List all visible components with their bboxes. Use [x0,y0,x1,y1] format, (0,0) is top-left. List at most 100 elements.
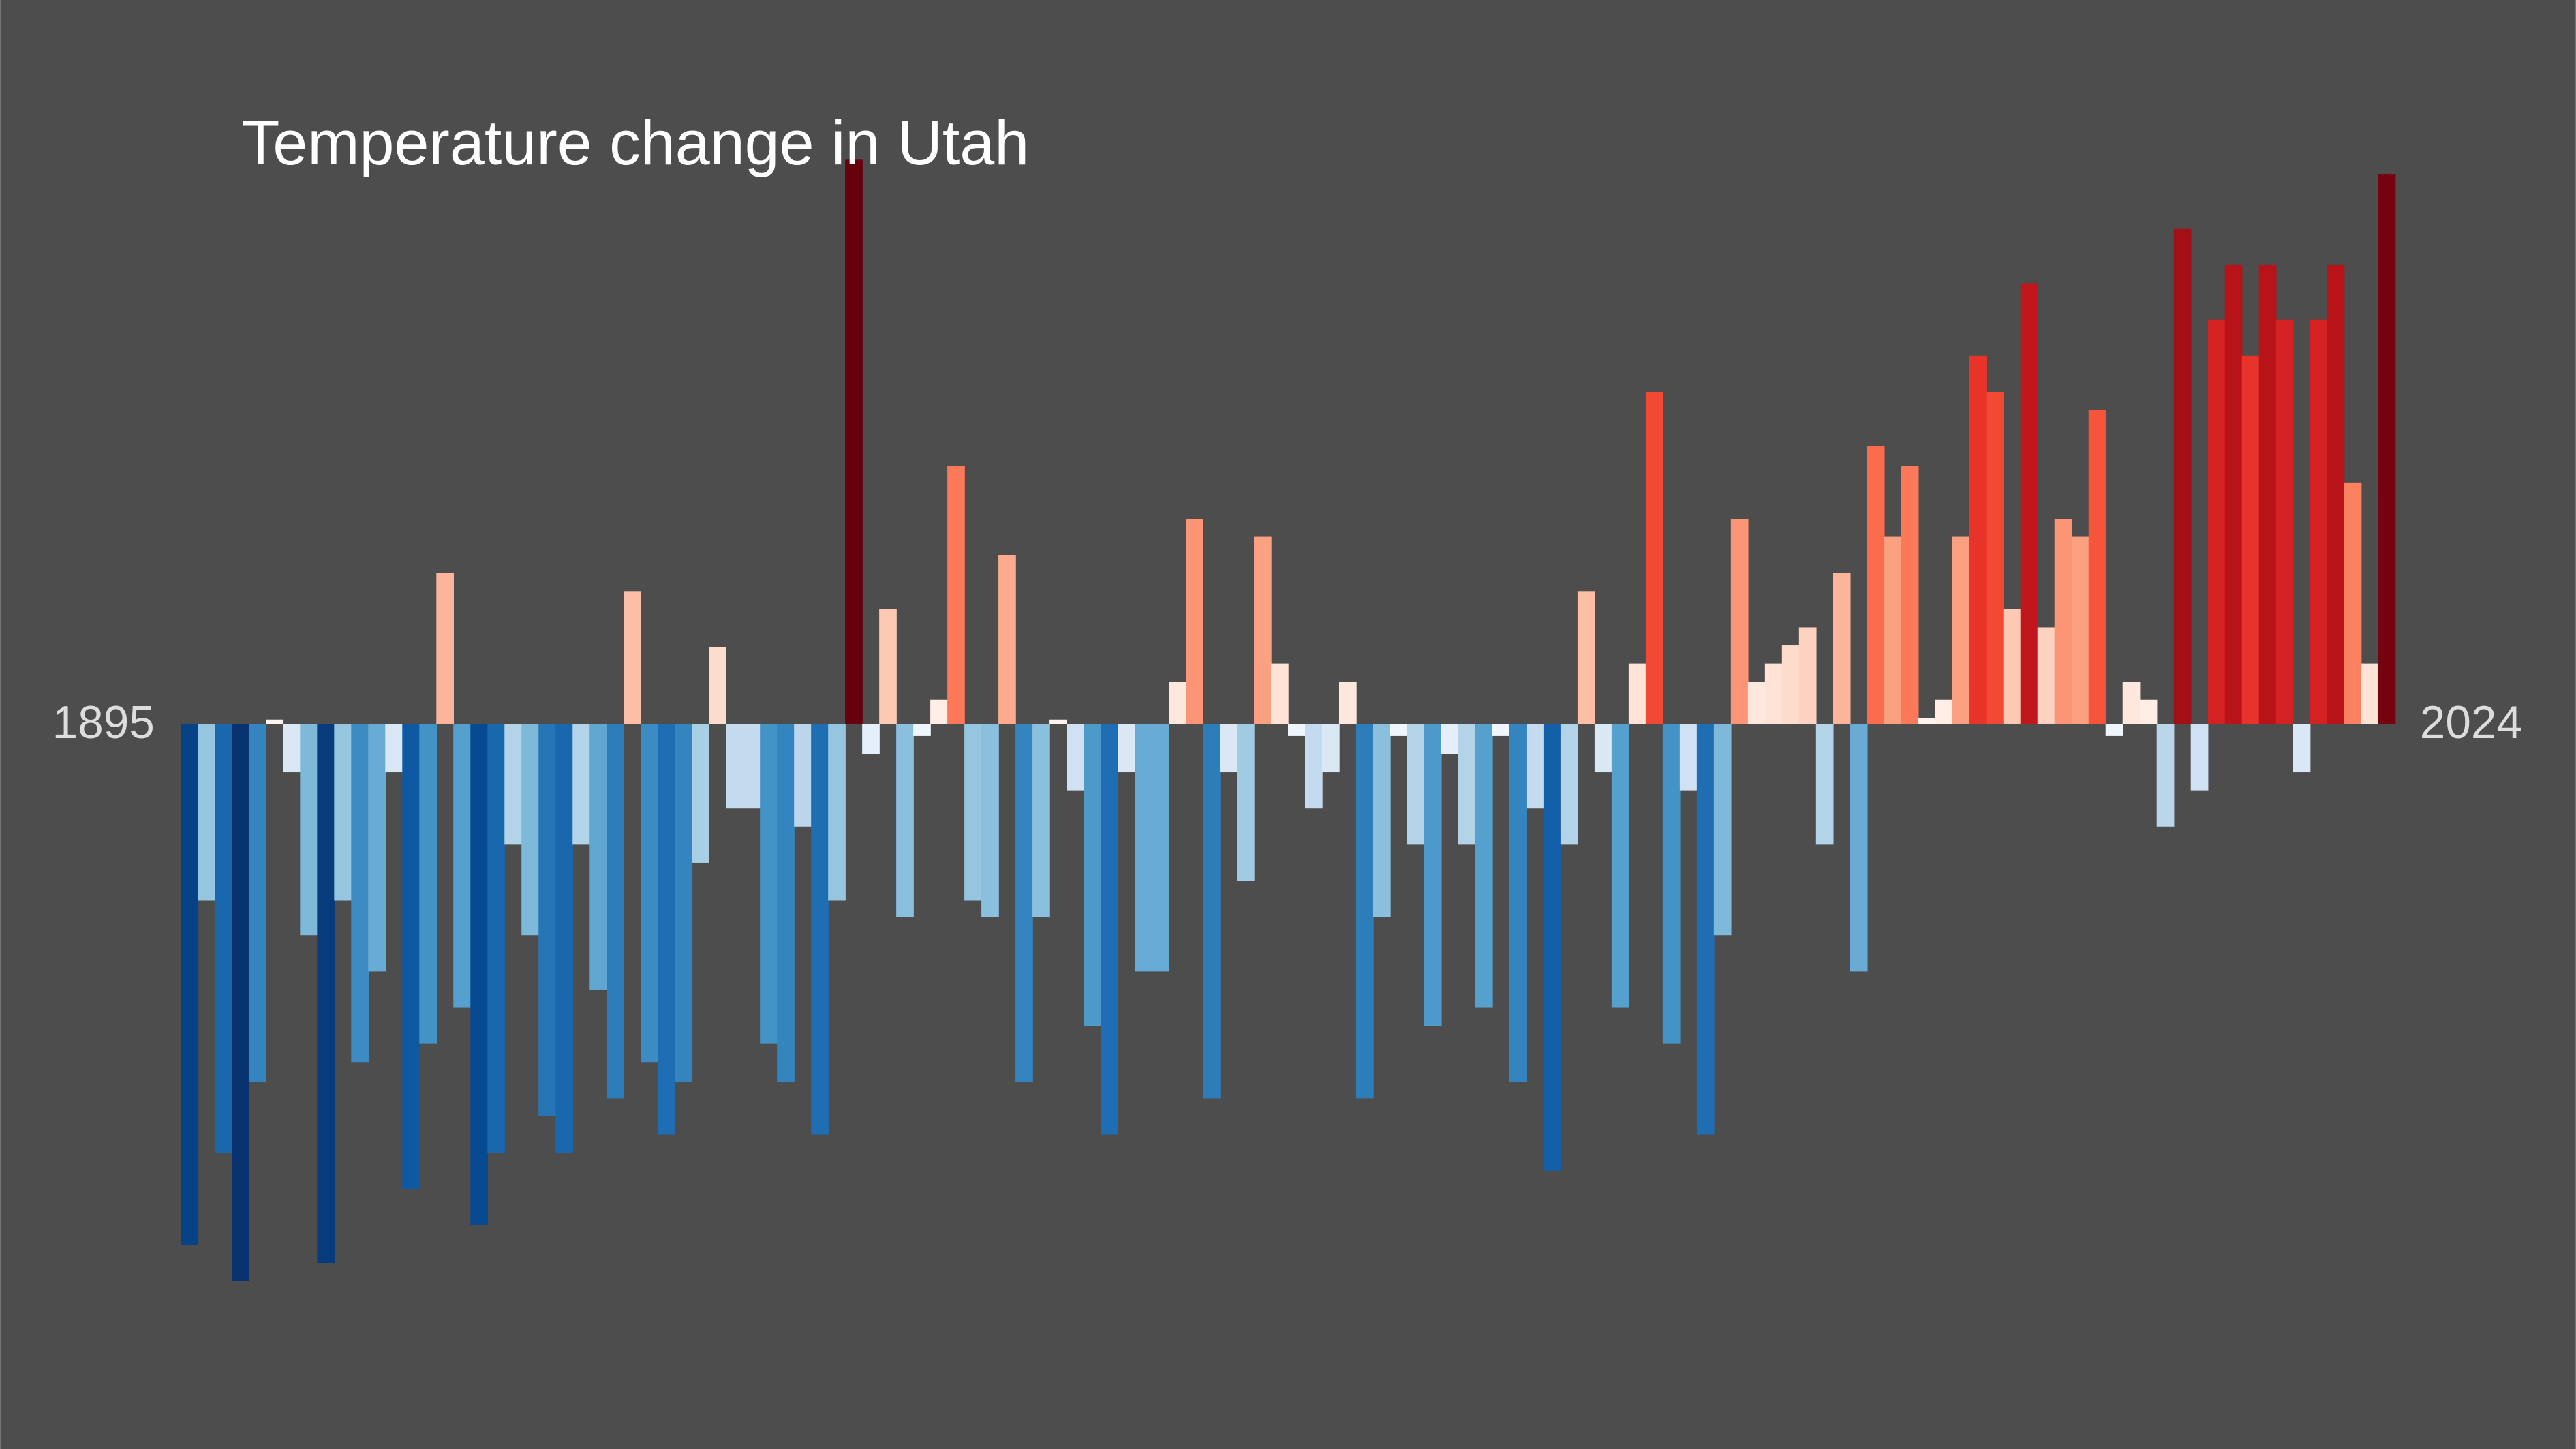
bar [1049,719,1067,724]
bar [1696,724,1715,1135]
bar [1815,724,1834,845]
bar [2122,682,2141,724]
bar [743,724,761,809]
bar [2020,283,2038,724]
bar [334,724,352,901]
bar [215,724,233,1153]
bar [1577,591,1595,724]
bar [2105,724,2123,736]
bar [1781,645,1800,724]
bar [2139,699,2158,724]
bar [1458,724,1476,845]
bar [1338,682,1357,724]
bar [1015,724,1033,1082]
bar [1747,682,1766,724]
bar [283,724,301,773]
bar [1798,627,1817,724]
bar [2054,519,2072,724]
bar [726,724,743,809]
bar [1850,724,1868,972]
bar [2037,627,2055,724]
bar [1867,446,1885,724]
bar [947,466,965,724]
bar [198,724,216,901]
bar [436,573,455,724]
bar [2310,319,2328,724]
bar [538,724,556,1116]
bar [232,724,250,1281]
bar [1254,536,1272,724]
bar [913,724,931,736]
bar [589,724,607,990]
bar [1321,724,1340,773]
x-tick-label: 2024 [2420,697,2522,748]
bar [658,724,675,1135]
bar [2361,663,2379,724]
bar [351,724,369,1063]
bar [1509,724,1527,1082]
bar [998,555,1016,724]
bar [981,724,999,917]
bar [1424,724,1442,1026]
bar [1475,724,1493,1008]
bar [1220,724,1238,773]
bar [1611,724,1629,1008]
bar [419,724,438,1044]
bar [2327,264,2345,724]
bar [1628,663,1646,724]
bar [641,724,658,1063]
bar [1986,391,2004,724]
bar [1390,724,1408,736]
bar [1833,573,1851,724]
bar [1764,663,1783,724]
bar [692,724,709,863]
bar [964,724,982,901]
bar [624,591,641,724]
bar [1594,724,1612,773]
bar [1730,519,1749,724]
bar [1901,466,1919,724]
bar [1355,724,1374,1099]
bar [1373,724,1391,917]
bar [1969,355,1987,724]
bar [760,724,778,1044]
bar [896,724,914,917]
bar [2088,410,2106,724]
bar [1713,724,1732,936]
bar [777,724,795,1082]
bar [2241,355,2260,724]
bar [709,647,726,724]
bar [1918,718,1936,724]
bar [2275,319,2294,724]
bar [607,724,624,1099]
bar [879,609,897,724]
bar [521,724,539,936]
bar [1560,724,1578,845]
bar [487,724,505,1153]
bar [1935,699,1953,724]
bar [249,724,267,1082]
bar [811,724,829,1135]
bar [181,724,199,1245]
bar [1645,391,1663,724]
bar [1679,724,1698,791]
bar [1304,724,1323,809]
bar [2156,724,2175,827]
bar [794,724,812,827]
bar [1271,663,1289,724]
bar [555,724,573,1153]
bar [2003,609,2021,724]
bar [266,719,284,724]
bar [1543,724,1561,1171]
bar [862,724,880,754]
bar [1407,724,1425,845]
bar [385,724,403,773]
bar [470,724,488,1225]
bar [572,724,590,845]
bar [2344,482,2362,724]
chart-title: Temperature change in Utah [242,108,1030,178]
bar [1492,724,1510,736]
bar [1135,724,1152,972]
bar [1169,682,1186,724]
